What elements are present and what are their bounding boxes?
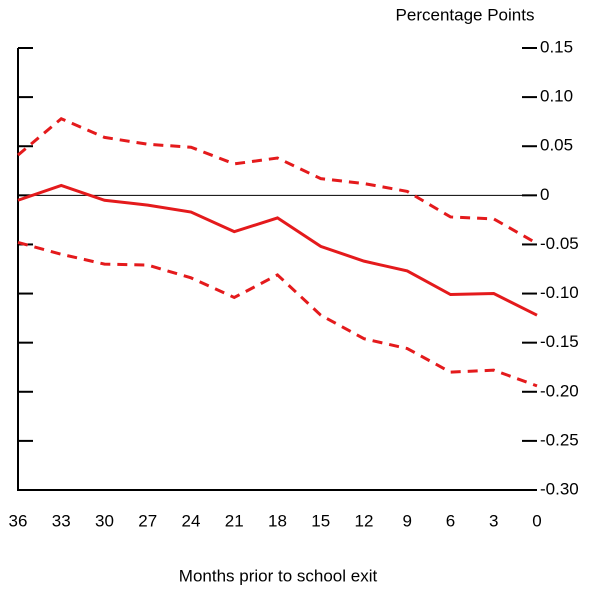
x-tick-label: 9 <box>403 511 412 530</box>
x-tick-label: 12 <box>355 511 374 530</box>
y-tick-label: -0.30 <box>540 479 579 498</box>
x-axis-label: Months prior to school exit <box>179 566 378 585</box>
x-tick-label: 0 <box>532 511 541 530</box>
y-tick-label: 0.10 <box>540 87 573 106</box>
x-tick-label: 6 <box>446 511 455 530</box>
x-tick-label: 3 <box>489 511 498 530</box>
y-tick-label: 0.15 <box>540 37 573 56</box>
x-tick-label: 36 <box>9 511 28 530</box>
x-tick-label: 30 <box>95 511 114 530</box>
y-tick-label: -0.25 <box>540 430 579 449</box>
y-tick-label: 0 <box>540 185 549 204</box>
y-tick-label: -0.20 <box>540 381 579 400</box>
y-tick-label: -0.10 <box>540 283 579 302</box>
x-tick-label: 15 <box>311 511 330 530</box>
x-tick-label: 33 <box>52 511 71 530</box>
x-tick-label: 27 <box>138 511 157 530</box>
series-line <box>17 241 538 388</box>
series-line <box>17 116 538 245</box>
x-tick-label: 18 <box>268 511 287 530</box>
y-tick-label: -0.15 <box>540 332 579 351</box>
series-line <box>17 183 538 317</box>
x-tick-label: 24 <box>182 511 201 530</box>
y-tick-label: 0.05 <box>540 136 573 155</box>
y-axis-label: Percentage Points <box>396 5 535 24</box>
y-tick-label: -0.05 <box>540 234 579 253</box>
x-tick-label: 21 <box>225 511 244 530</box>
